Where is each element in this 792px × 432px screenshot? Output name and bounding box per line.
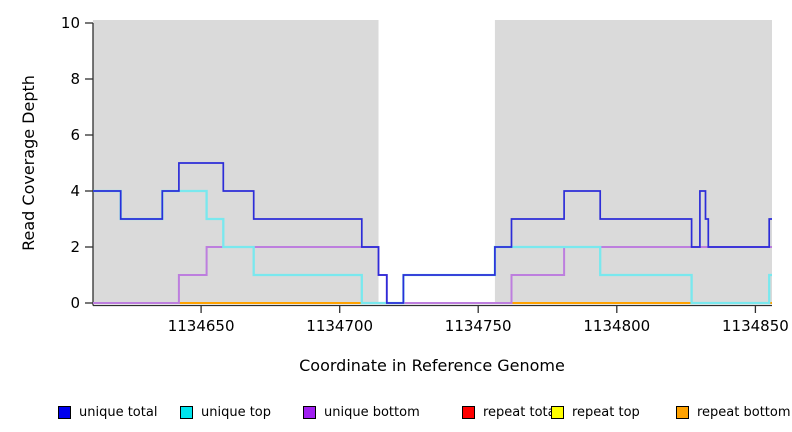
- legend-label-repeat-total: repeat total: [483, 404, 560, 420]
- x-tick-label: 1134850: [722, 317, 789, 335]
- legend-label-unique-total: unique total: [79, 404, 158, 420]
- y-tick-label: 4: [70, 182, 80, 200]
- y-tick-label: 8: [70, 70, 80, 88]
- legend-item-unique-total: unique total: [58, 398, 157, 426]
- y-tick-label: 2: [70, 238, 80, 256]
- legend-swatch-repeat-top: [551, 405, 564, 419]
- legend-swatch-unique-top: [180, 405, 193, 419]
- y-tick-label: 6: [70, 126, 80, 144]
- plot-background-region: [494, 20, 772, 303]
- legend-item-unique-top: unique top: [180, 398, 271, 426]
- legend-label-repeat-bottom: repeat bottom: [697, 404, 791, 420]
- x-tick-label: 1134750: [445, 317, 512, 335]
- chart-legend: unique total unique top unique bottom repea…: [0, 398, 792, 426]
- legend-label-unique-bottom: unique bottom: [324, 404, 420, 420]
- x-axis-title: Coordinate in Reference Genome: [299, 356, 565, 375]
- legend-swatch-repeat-total: [462, 405, 475, 419]
- plot-area: 0 2 4 6 8 10 1134650 1134700 1134750 1134800 11348…: [61, 14, 789, 335]
- legend-swatch-repeat-bottom: [676, 405, 689, 419]
- legend-item-unique-bottom: unique bottom: [303, 398, 420, 426]
- x-tick-label: 1134800: [583, 317, 650, 335]
- x-tick-label: 1134650: [168, 317, 235, 335]
- series-line-unique-total: [93, 162, 772, 304]
- x-tick-label: 1134700: [306, 317, 373, 335]
- legend-item-repeat-total: repeat total: [462, 398, 559, 426]
- legend-label-repeat-top: repeat top: [572, 404, 640, 420]
- y-axis-title: Read Coverage Depth: [19, 75, 38, 251]
- legend-swatch-unique-total: [58, 405, 71, 419]
- legend-swatch-unique-bottom: [303, 405, 316, 419]
- plot-background-region: [93, 20, 379, 303]
- y-tick-label: 10: [61, 14, 80, 32]
- legend-item-repeat-bottom: repeat bottom: [676, 398, 791, 426]
- legend-item-repeat-top: repeat top: [551, 398, 640, 426]
- y-tick-label: 0: [70, 294, 80, 312]
- legend-label-unique-top: unique top: [201, 404, 272, 420]
